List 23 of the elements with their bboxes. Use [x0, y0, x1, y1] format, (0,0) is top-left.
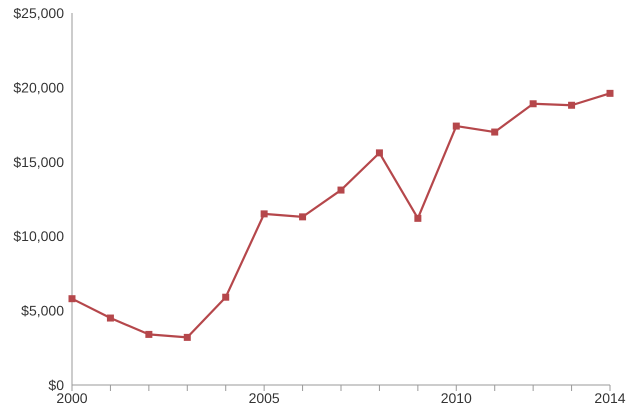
x-tick-label: 2005 [248, 390, 280, 406]
point [184, 334, 191, 341]
point [568, 102, 576, 109]
point [106, 314, 114, 322]
point [68, 295, 76, 302]
y-tick-label: $25,000 [13, 4, 64, 21]
x-tick-label: 2010 [440, 390, 472, 406]
point [338, 186, 344, 194]
y-tick-label: $5,000 [21, 302, 64, 319]
point [260, 210, 268, 218]
point [452, 122, 460, 130]
point [222, 294, 230, 301]
point [530, 100, 537, 108]
point [376, 149, 383, 156]
point [145, 330, 152, 338]
point [491, 128, 498, 136]
point [606, 90, 614, 97]
y-tick-label: $10,000 [13, 228, 64, 244]
x-tick-label: 2014 [594, 390, 626, 406]
point [299, 213, 306, 220]
point [414, 214, 422, 222]
y-tick-label: $20,000 [13, 79, 64, 96]
y-tick-label: $15,000 [13, 154, 64, 170]
